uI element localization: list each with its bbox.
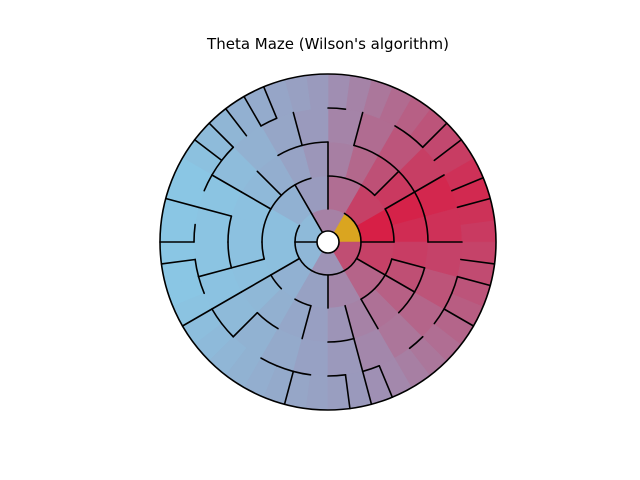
maze-wall bbox=[394, 125, 411, 137]
outer-boundary bbox=[159, 73, 497, 411]
maze-walls bbox=[159, 85, 496, 410]
maze-wall bbox=[232, 311, 259, 338]
maze-wall bbox=[262, 85, 278, 120]
maze-wall bbox=[460, 258, 496, 265]
maze-wall bbox=[211, 174, 243, 193]
maze-wall bbox=[384, 274, 416, 293]
maze-wall bbox=[408, 335, 424, 350]
maze-wall bbox=[360, 298, 379, 330]
maze-wall bbox=[270, 274, 283, 290]
maze-wall bbox=[413, 174, 445, 193]
maze-wall bbox=[355, 241, 362, 260]
maze-wall bbox=[378, 364, 394, 399]
maze-wall bbox=[294, 184, 313, 215]
maze-wall bbox=[327, 337, 355, 343]
maze-wall bbox=[353, 337, 364, 373]
maze-wall bbox=[384, 258, 393, 276]
maze-wall bbox=[373, 170, 400, 197]
maze-wall bbox=[240, 274, 272, 293]
maze-wall bbox=[164, 197, 200, 209]
maze-wall bbox=[227, 241, 233, 269]
maze-wall bbox=[256, 311, 279, 330]
maze-wall bbox=[361, 370, 373, 406]
maze-wall bbox=[310, 212, 324, 234]
maze-wall bbox=[211, 291, 243, 310]
maze-wall bbox=[361, 365, 381, 373]
maze-wall bbox=[181, 308, 213, 327]
chart-title: Theta Maze (Wilson's algorithm) bbox=[206, 35, 449, 53]
maze-wall bbox=[327, 107, 347, 110]
maze-wall bbox=[413, 267, 426, 293]
maze-wall bbox=[456, 275, 492, 287]
maze-wall bbox=[451, 275, 459, 295]
maze-wall bbox=[197, 206, 233, 217]
maze-wall bbox=[343, 212, 358, 227]
maze-wall bbox=[261, 241, 266, 260]
maze-wall bbox=[256, 170, 283, 197]
center-hole bbox=[316, 230, 340, 254]
maze-wall bbox=[243, 95, 262, 127]
maze-wall bbox=[421, 122, 448, 149]
maze-wall bbox=[270, 257, 301, 276]
maze-wall bbox=[355, 257, 386, 276]
maze-wall bbox=[197, 267, 233, 278]
maze-wall bbox=[327, 175, 346, 180]
maze-wall bbox=[443, 308, 475, 327]
maze-wall bbox=[193, 138, 223, 162]
maze-wall bbox=[344, 374, 351, 410]
maze-wall bbox=[193, 223, 196, 243]
maze-wall bbox=[224, 107, 248, 137]
maze-wall bbox=[292, 111, 303, 147]
maze-wall bbox=[353, 111, 364, 147]
maze-wall bbox=[277, 144, 303, 157]
maze-wall bbox=[390, 258, 426, 269]
maze-wall bbox=[294, 298, 312, 307]
maze-wall bbox=[240, 191, 272, 210]
maze-wall bbox=[344, 304, 355, 340]
maze-wall bbox=[433, 138, 463, 162]
maze-wall bbox=[220, 322, 235, 338]
maze-wall bbox=[260, 117, 278, 127]
maze-wall bbox=[301, 304, 312, 340]
maze-wall bbox=[384, 191, 416, 210]
maze-wall bbox=[292, 370, 312, 376]
maze-wall bbox=[353, 144, 379, 157]
maze-wall bbox=[203, 174, 213, 192]
maze-wall bbox=[327, 374, 347, 377]
maze-wall bbox=[283, 370, 295, 406]
maze-wall bbox=[197, 275, 205, 295]
maze-wall bbox=[160, 258, 196, 265]
maze-wall bbox=[230, 258, 266, 269]
maze-wall bbox=[384, 208, 393, 226]
maze-wall bbox=[456, 197, 492, 209]
maze-wall bbox=[208, 122, 235, 149]
maze-wall bbox=[450, 176, 485, 192]
